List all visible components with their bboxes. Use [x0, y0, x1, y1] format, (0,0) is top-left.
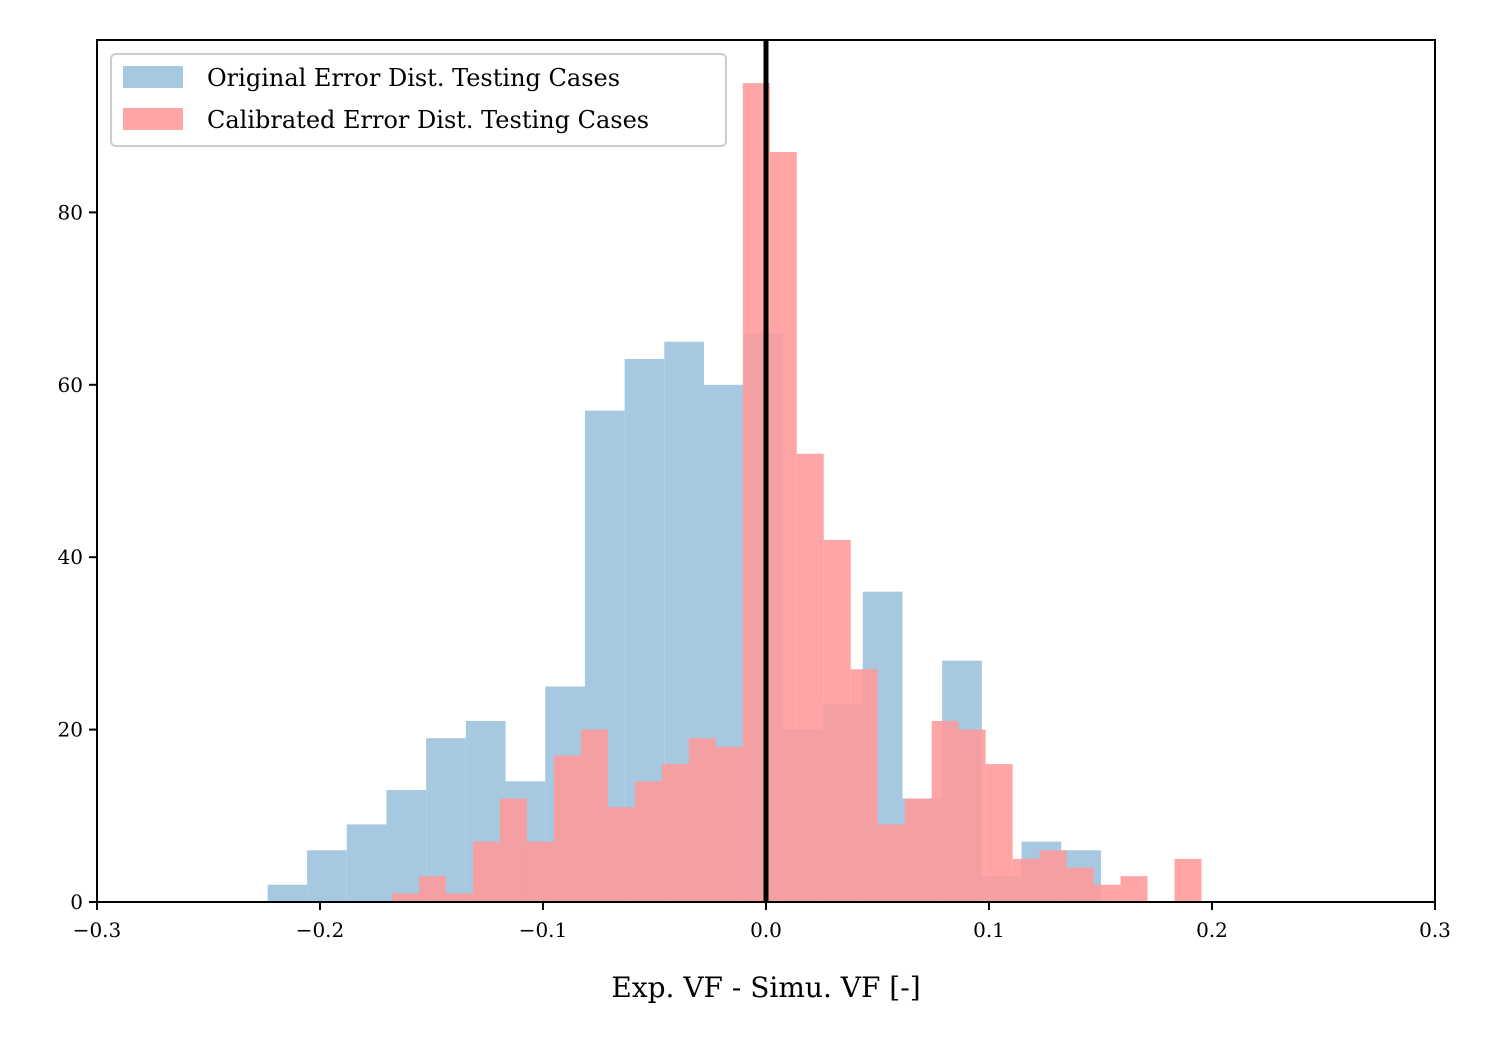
y-tick-label: 60 [58, 373, 83, 397]
bar-original-2 [346, 824, 387, 902]
bar-calibrated-19 [904, 798, 932, 902]
x-tick-label: 0.0 [750, 918, 782, 942]
series-calibrated-bars [392, 83, 1202, 903]
y-tick-label: 80 [58, 200, 83, 224]
bar-calibrated-3 [472, 841, 500, 902]
x-tick-label: −0.2 [296, 918, 345, 942]
bar-calibrated-21 [958, 729, 986, 902]
legend-swatch-calibrated [123, 108, 183, 130]
bar-calibrated-10 [661, 764, 689, 902]
bar-calibrated-2 [446, 893, 473, 902]
y-tick-label: 40 [58, 545, 83, 569]
bar-calibrated-26 [1093, 884, 1121, 902]
x-tick-label: 0.1 [973, 918, 1005, 942]
bar-calibrated-8 [607, 807, 635, 902]
bar-calibrated-22 [985, 764, 1013, 902]
x-tick-label: 0.2 [1196, 918, 1228, 942]
bar-calibrated-29 [1174, 858, 1202, 902]
x-axis-ticks: −0.3 −0.2 −0.1 0.0 0.1 0.2 0.3 [73, 902, 1451, 942]
bar-original-4 [426, 738, 466, 902]
legend: Original Error Dist. Testing Cases Calib… [110, 53, 727, 147]
bar-calibrated-25 [1066, 867, 1094, 902]
y-tick-label: 0 [70, 890, 83, 914]
bar-original-1 [307, 850, 347, 902]
x-tick-label: −0.3 [73, 918, 122, 942]
bar-calibrated-7 [580, 729, 608, 902]
legend-label-original: Original Error Dist. Testing Cases [207, 64, 620, 92]
bar-calibrated-1 [419, 876, 446, 902]
bar-calibrated-6 [553, 755, 581, 902]
x-tick-label: 0.3 [1419, 918, 1451, 942]
bar-calibrated-16 [823, 539, 851, 902]
x-tick-label: −0.1 [519, 918, 568, 942]
bar-calibrated-4 [499, 798, 527, 902]
bar-calibrated-12 [715, 746, 743, 902]
bar-calibrated-17 [850, 669, 878, 902]
bar-calibrated-20 [931, 720, 959, 902]
bar-calibrated-15 [796, 453, 824, 902]
legend-label-calibrated: Calibrated Error Dist. Testing Cases [207, 106, 649, 134]
bar-calibrated-24 [1039, 850, 1067, 902]
bar-calibrated-23 [1012, 858, 1040, 902]
x-axis-label: Exp. VF - Simu. VF [-] [611, 971, 920, 1004]
bar-calibrated-14 [769, 152, 797, 902]
legend-box [110, 53, 727, 147]
bar-calibrated-0 [392, 893, 420, 902]
bar-calibrated-5 [526, 841, 554, 902]
bar-calibrated-9 [634, 781, 662, 902]
bar-original-0 [267, 884, 308, 902]
y-axis-ticks: 0 20 40 60 80 [58, 200, 97, 914]
bar-calibrated-11 [688, 738, 716, 902]
y-tick-label: 20 [58, 718, 83, 742]
bar-calibrated-18 [877, 824, 905, 902]
legend-swatch-original [123, 66, 183, 88]
bar-calibrated-27 [1120, 876, 1148, 902]
